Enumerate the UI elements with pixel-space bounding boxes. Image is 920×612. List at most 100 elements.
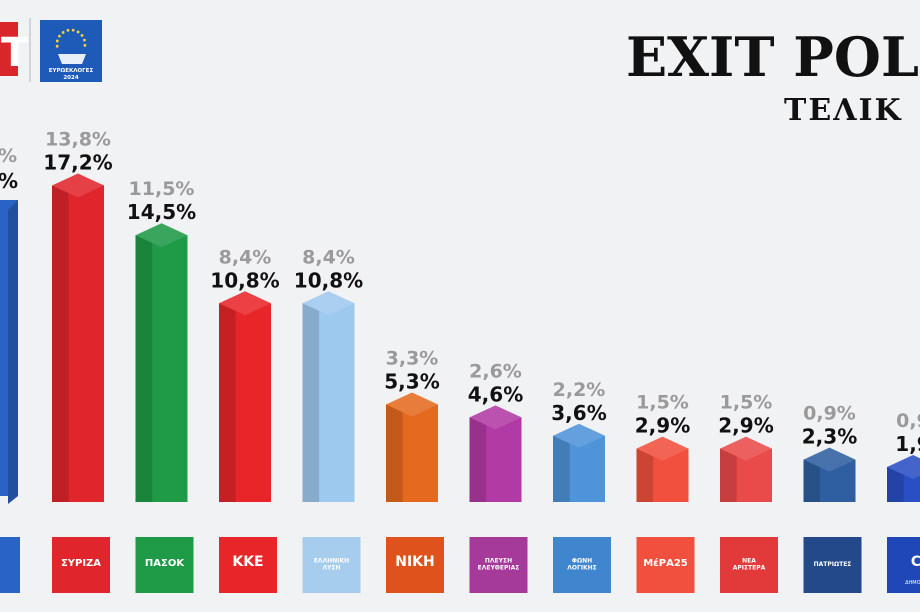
- party-logo-text: ΚΚΕ: [232, 554, 263, 570]
- page-title: EXIT POL: [626, 25, 919, 89]
- party-logo: ΝΙΚΗ: [386, 537, 444, 593]
- bar-label-low: 13,8%: [45, 129, 111, 151]
- bar-label-low: %: [0, 145, 17, 167]
- party-logo-text: ΛΟΓΙΚΗΣ: [567, 565, 597, 572]
- party-logo-box: [52, 537, 110, 593]
- bar-label-low: 0,9%: [803, 403, 856, 425]
- bar-shade: [553, 435, 570, 502]
- party-logo-box: [720, 537, 778, 593]
- badge-year: 2024: [63, 75, 78, 81]
- bar-group: 1,5%2,9%: [718, 392, 774, 502]
- bar-label-high: 1,9: [895, 432, 920, 456]
- bar-top: [219, 291, 271, 316]
- bar-top: [803, 447, 856, 472]
- bar-shade: [135, 235, 153, 502]
- bars-layer: %%13,8%17,2%11,5%14,5%8,4%10,8%8,4%10,8%…: [0, 129, 920, 504]
- bar-top: [469, 405, 522, 430]
- party-logo-box: [135, 537, 194, 593]
- bar-top: [887, 455, 920, 480]
- bar-label-high: 17,2%: [43, 151, 112, 175]
- party-logo-text: ΠΛΕΥΣΗ: [485, 558, 512, 565]
- bar-top: [636, 436, 689, 461]
- bar-label-high: 10,8%: [210, 268, 279, 292]
- bar-label-high: 10,8%: [294, 268, 363, 292]
- bar-label-high: 14,5%: [127, 200, 196, 224]
- party-logo-box: [553, 537, 611, 593]
- bar-top: [720, 436, 772, 461]
- bar-label-low: 8,4%: [219, 246, 272, 268]
- stars-icon: [55, 28, 87, 48]
- bar-group: 1,5%2,9%: [635, 392, 690, 502]
- bar-label-high: 2,9%: [718, 414, 773, 438]
- party-logo: ΠΑΣΟΚ: [135, 537, 194, 593]
- party-logo: ΚΚΕ: [219, 537, 277, 593]
- bar-group: 11,5%14,5%: [127, 178, 196, 502]
- party-logo-box: [386, 537, 444, 593]
- bar-shade: [636, 448, 654, 502]
- bar-shade: [887, 467, 904, 502]
- bar-group: 2,2%3,6%: [551, 379, 607, 502]
- party-logo-box: [302, 537, 361, 593]
- bar-label-low: 3,3%: [386, 347, 439, 369]
- bar-shade: [302, 303, 320, 502]
- bar-label-high: 2,3%: [802, 425, 857, 449]
- bar-label-low: 11,5%: [129, 178, 195, 200]
- bar-shade: [219, 303, 236, 502]
- party-logo: ΠΑΤΡΙΩΤΕΣ: [803, 537, 862, 593]
- party-logo-text: ΠΑΤΡΙΩΤΕΣ: [814, 561, 852, 568]
- party-logo-text: ΝΕΑ: [742, 558, 756, 565]
- party-logo: ΛΡΑΤΙΑ: [0, 537, 20, 593]
- bar-top: [302, 291, 355, 316]
- euroelections-badge: ΕΥΡΩΕΚΛΟΓΕΣ 2024: [40, 20, 102, 82]
- bar-group: 3,3%5,3%: [384, 347, 440, 502]
- brand-mark-text: T: [1, 30, 29, 76]
- party-logo-text: ΛΥΣΗ: [322, 565, 340, 572]
- ballot-box-icon: [58, 54, 86, 64]
- bar-group: 8,4%10,8%: [210, 246, 280, 502]
- party-logo-text: ΝΙΚΗ: [395, 554, 435, 570]
- party-logo-text: ΕΛΛΗΝΙΚΗ: [314, 558, 349, 565]
- bar-group: %%: [0, 145, 18, 504]
- bar-label-low: 0,9: [896, 410, 920, 432]
- bar-side: [8, 200, 18, 504]
- party-logo: C ΔΗΜΟΚΡ: [887, 537, 920, 593]
- party-logo-box: [0, 537, 20, 593]
- page-subtitle: ΤΕΛΙΚ: [784, 93, 903, 128]
- party-logo-box: [887, 537, 920, 593]
- bar-top: [52, 173, 104, 198]
- bar-label-low: 1,5%: [636, 392, 689, 414]
- party-logo-text: ΜέΡΑ25: [643, 557, 688, 569]
- party-logo-text: ΠΑΣΟΚ: [145, 558, 185, 569]
- bar-label-high: 4,6%: [468, 382, 523, 406]
- bar-label-low: 1,5%: [720, 392, 773, 414]
- bar-group: 0,91,9: [887, 410, 920, 502]
- bar-label-high: 2,9%: [635, 414, 690, 438]
- party-logo: ΣΥΡΙΖΑ: [52, 537, 110, 593]
- party-logo-text: ΕΛΕΥΘΕΡΙΑΣ: [478, 565, 520, 572]
- bar-group: 2,6%4,6%: [468, 360, 523, 502]
- party-logo-text: C: [911, 554, 920, 570]
- party-logo-text: ΑΡΙΣΤΕΡΑ: [733, 565, 766, 572]
- party-logo-text: ΣΥΡΙΖΑ: [61, 558, 101, 569]
- party-logo-box: [219, 537, 277, 593]
- bar-top: [135, 223, 188, 248]
- bar-label-high: 3,6%: [551, 401, 606, 425]
- bar-shade: [720, 448, 737, 502]
- party-logo-box: [803, 537, 862, 593]
- bar-label-high: %: [0, 169, 18, 193]
- party-logo-box: [636, 537, 695, 593]
- party-logo-text: ΦΩΝΗ: [572, 558, 592, 565]
- badge-text: ΕΥΡΩΕΚΛΟΓΕΣ: [49, 68, 94, 74]
- party-logo-box: [469, 537, 528, 593]
- party-logo-subtext: ΔΗΜΟΚΡ: [905, 580, 920, 586]
- bar-shade: [469, 417, 487, 502]
- bar-group: 0,9%2,3%: [802, 403, 857, 502]
- bar-shade: [803, 459, 821, 502]
- bar-top: [386, 392, 438, 417]
- bar-shade: [386, 404, 403, 502]
- bar-group: 13,8%17,2%: [43, 129, 113, 502]
